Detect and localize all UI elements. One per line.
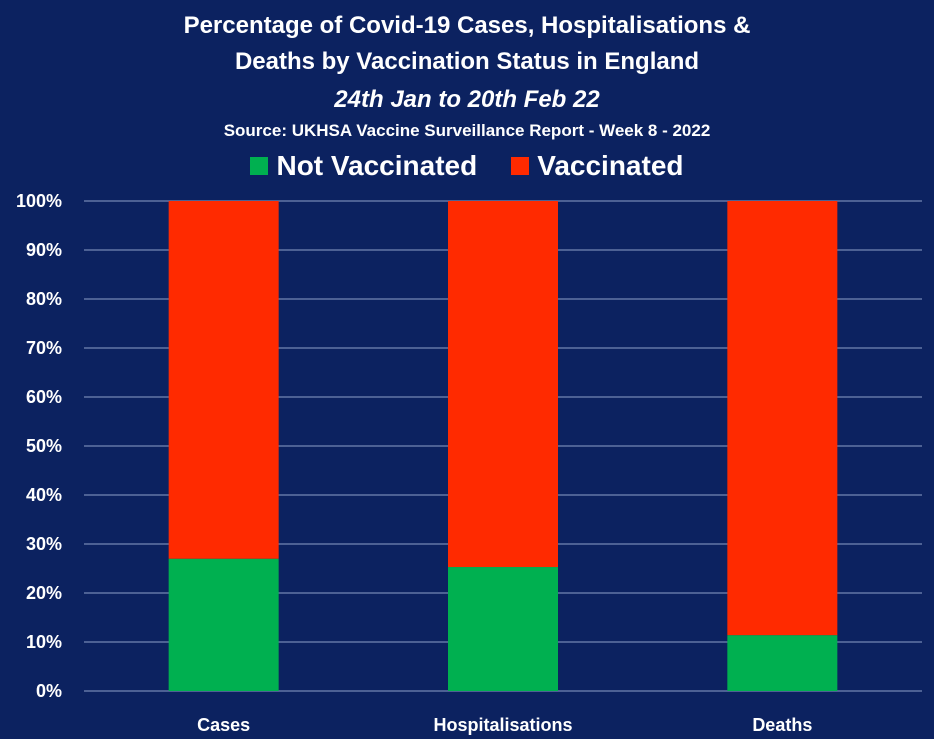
bar-deaths-not-vaccinated: [727, 635, 838, 691]
bar-cases-not-vaccinated: [168, 558, 279, 691]
chart-subtitle: 24th Jan to 20th Feb 22: [334, 86, 600, 113]
chart-legend: Not Vaccinated Vaccinated: [0, 150, 934, 182]
y-tick-label: 50%: [26, 436, 62, 456]
bar-deaths-vaccinated: [727, 201, 838, 636]
x-tick-label: Cases: [197, 715, 250, 735]
chart-title-line-2: Deaths by Vaccination Status in England: [234, 48, 700, 75]
legend-item-not-vaccinated: Not Vaccinated: [250, 150, 477, 182]
y-tick-label: 30%: [26, 534, 62, 554]
chart-title-line-1: Percentage of Covid-19 Cases, Hospitalis…: [183, 12, 751, 39]
y-tick-label: 90%: [26, 240, 62, 260]
y-tick-label: 40%: [26, 485, 62, 505]
legend-swatch-not-vaccinated: [250, 157, 269, 175]
y-tick-label: 60%: [26, 387, 62, 407]
legend-swatch-vaccinated: [511, 157, 530, 175]
x-tick-label: Deaths: [752, 715, 812, 735]
x-tick-label: Hospitalisations: [433, 715, 572, 735]
legend-item-vaccinated: Vaccinated: [511, 150, 684, 182]
y-tick-label: 0%: [36, 681, 62, 701]
legend-label-not-vaccinated: Not Vaccinated: [276, 150, 478, 181]
legend-label-vaccinated: Vaccinated: [537, 150, 684, 181]
y-tick-label: 100%: [16, 191, 62, 211]
y-tick-label: 70%: [26, 338, 62, 358]
y-tick-label: 20%: [26, 583, 62, 603]
bar-cases-vaccinated: [168, 201, 279, 559]
chart-source: Source: UKHSA Vaccine Surveillance Repor…: [223, 121, 711, 140]
bar-hospitalisations-not-vaccinated: [448, 567, 558, 691]
bar-hospitalisations-vaccinated: [448, 201, 558, 568]
y-tick-label: 80%: [26, 289, 62, 309]
y-tick-label: 10%: [26, 632, 62, 652]
